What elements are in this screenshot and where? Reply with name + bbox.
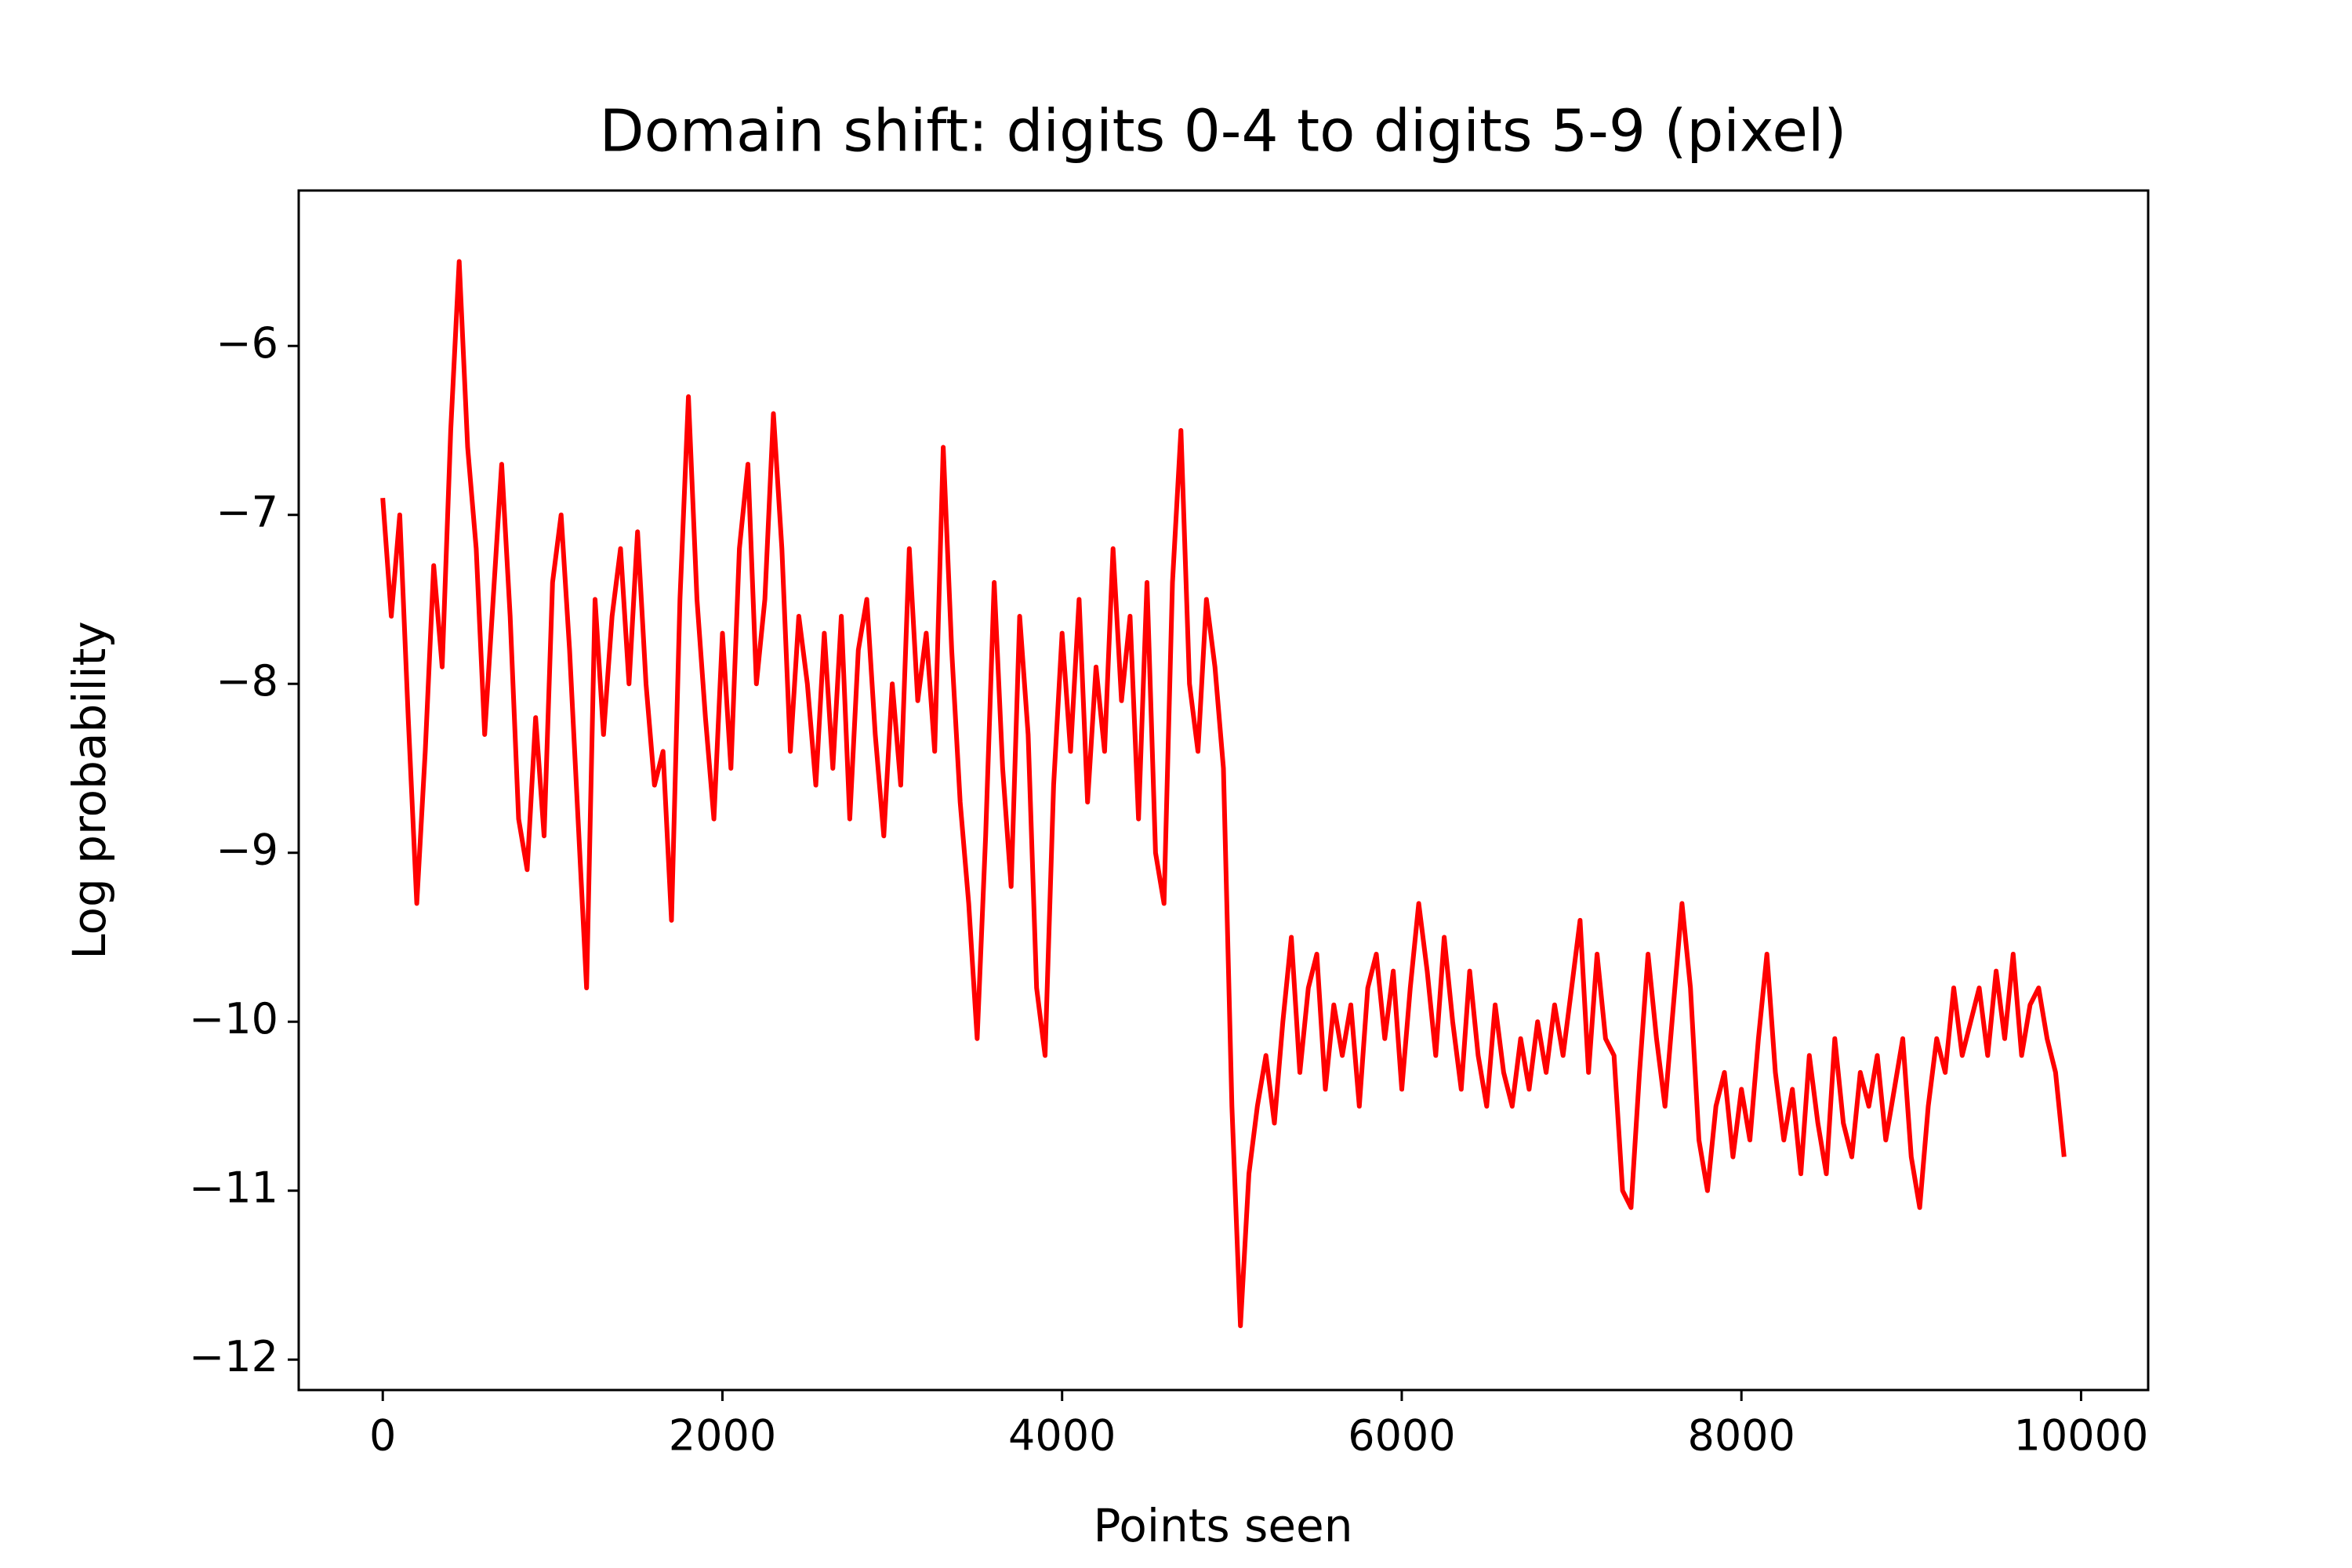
x-tick-label: 0 [369, 1411, 396, 1461]
y-tick-label: −7 [216, 487, 278, 536]
x-tick-label: 10000 [2014, 1411, 2149, 1461]
y-axis-label: Log probability [63, 621, 116, 960]
x-tick-label: 4000 [1008, 1411, 1116, 1461]
y-tick-label: −9 [216, 825, 278, 874]
y-tick-label: −6 [216, 318, 278, 368]
x-tick-label: 8000 [1687, 1411, 1795, 1461]
x-tick-label: 2000 [669, 1411, 776, 1461]
data-line [380, 259, 2067, 1329]
plot-frame [297, 189, 2150, 1392]
chart-title: Domain shift: digits 0-4 to digits 5-9 (… [600, 98, 1847, 165]
y-tick-label: −8 [216, 656, 278, 706]
x-axis-label: Points seen [1093, 1499, 1352, 1552]
y-tick-label: −10 [189, 994, 278, 1044]
y-tick-label: −12 [189, 1332, 278, 1381]
y-tick-label: −11 [189, 1163, 278, 1212]
x-tick-label: 6000 [1348, 1411, 1455, 1461]
